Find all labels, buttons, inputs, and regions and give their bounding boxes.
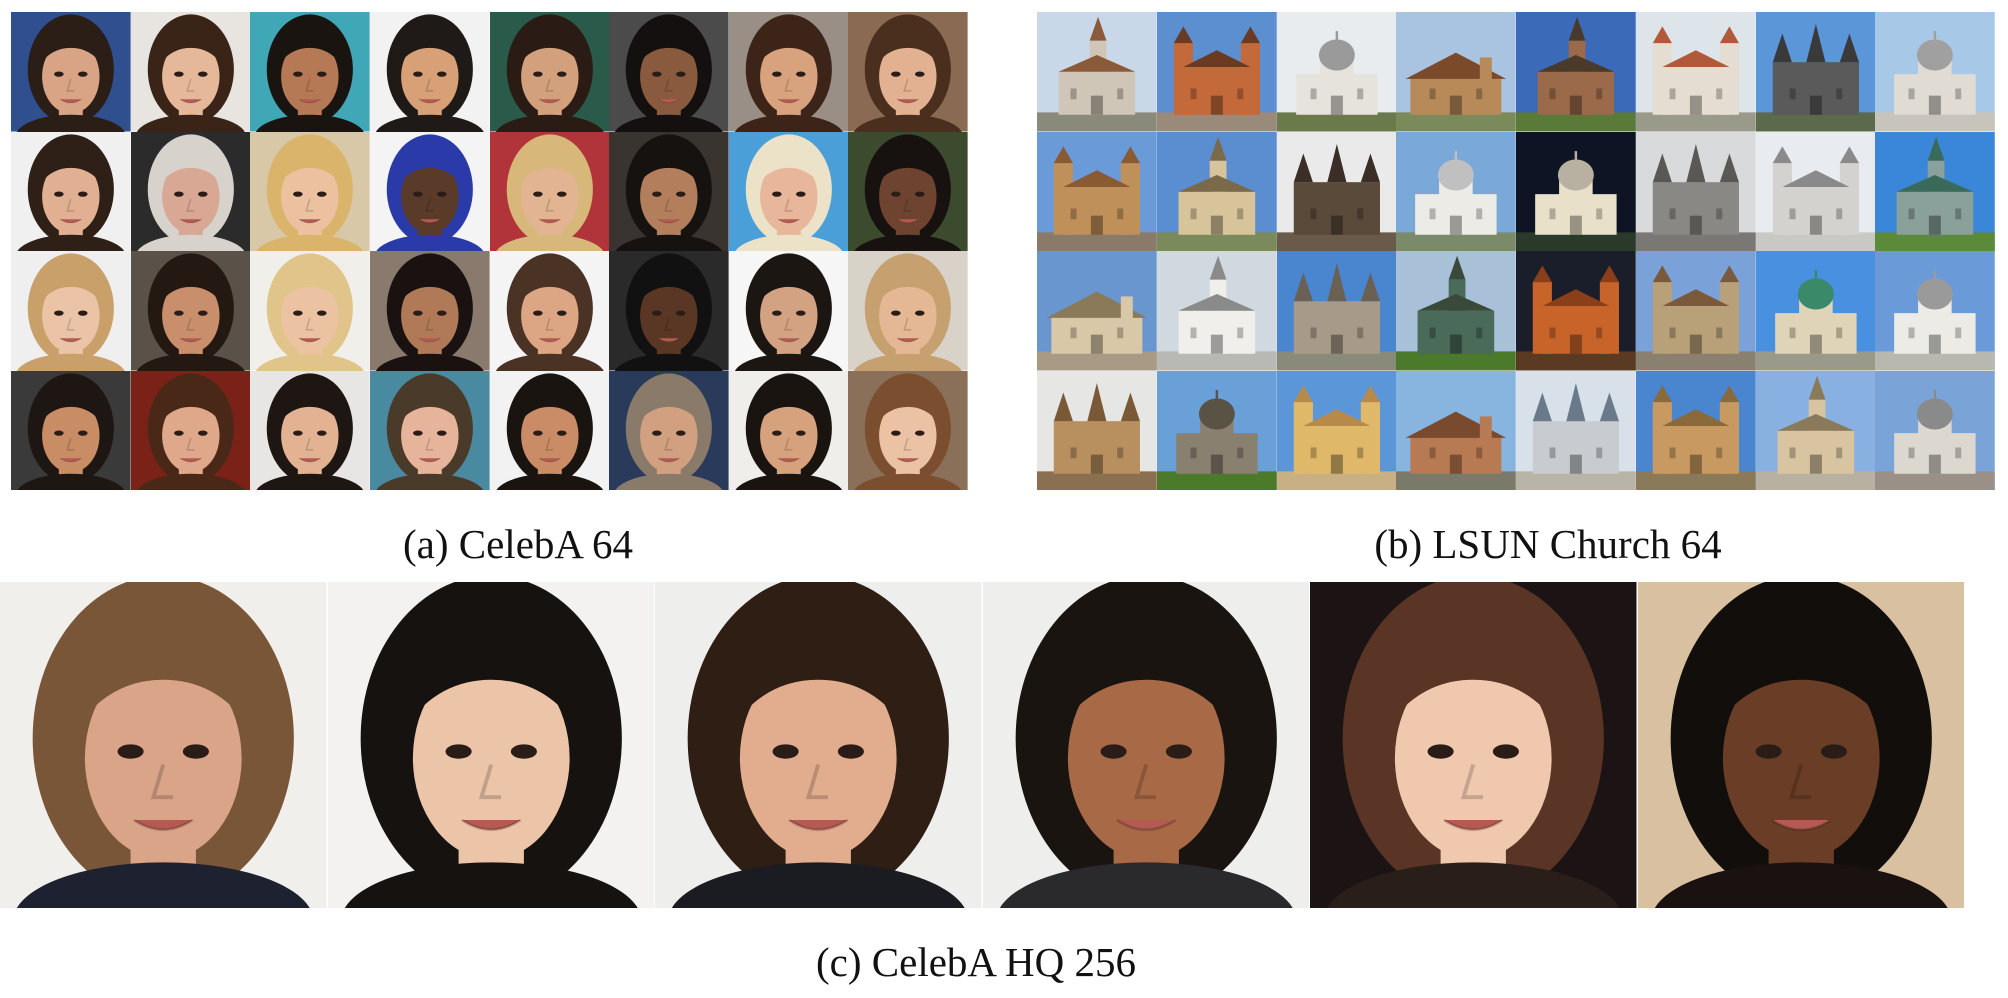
caption-lsun-church-64: (b) LSUN Church 64 — [1374, 521, 1722, 567]
face-sample — [369, 370, 490, 490]
church-sample — [1276, 251, 1397, 371]
church-sample — [1396, 370, 1516, 490]
caption-celeba-64: (a) CelebA 64 — [403, 521, 633, 567]
church-sample — [1396, 251, 1516, 371]
hq-face-sample — [327, 582, 654, 908]
church-sample — [1276, 12, 1397, 132]
face-sample — [609, 251, 729, 371]
church-sample — [1875, 12, 1995, 132]
face-sample — [848, 12, 968, 132]
church-sample — [1635, 251, 1756, 371]
church-sample — [1276, 131, 1397, 251]
church-sample — [1755, 12, 1876, 132]
face-sample — [609, 370, 729, 490]
face-sample — [11, 131, 131, 251]
church-sample — [1755, 251, 1876, 371]
hq-face-sample — [655, 582, 982, 908]
church-sample — [1156, 131, 1277, 251]
face-sample — [130, 12, 251, 132]
face-sample — [848, 131, 968, 251]
church-sample — [1396, 131, 1516, 251]
church-sample — [1635, 131, 1756, 251]
church-sample — [1635, 12, 1756, 132]
face-sample — [489, 12, 610, 132]
celeba-64-sample-grid — [11, 12, 968, 490]
face-sample — [130, 370, 251, 490]
church-sample — [1037, 370, 1157, 490]
face-sample — [250, 370, 370, 490]
church-sample — [1635, 370, 1756, 490]
face-sample — [369, 251, 490, 371]
face-sample — [11, 370, 131, 490]
church-sample — [1037, 131, 1157, 251]
face-sample — [848, 370, 968, 490]
hq-face-sample — [1310, 582, 1637, 908]
hq-face-sample — [982, 582, 1309, 908]
church-sample — [1516, 370, 1636, 490]
church-sample — [1037, 12, 1157, 132]
church-sample — [1037, 251, 1157, 371]
face-sample — [728, 12, 849, 132]
face-sample — [11, 251, 131, 371]
face-sample — [11, 12, 131, 132]
celeba-hq-256-sample-row — [0, 582, 1964, 908]
church-sample — [1516, 131, 1636, 251]
face-sample — [489, 370, 610, 490]
face-sample — [369, 131, 490, 251]
face-sample — [250, 251, 370, 371]
face-sample — [130, 251, 251, 371]
face-sample — [848, 251, 968, 371]
face-sample — [728, 131, 849, 251]
face-sample — [728, 251, 849, 371]
church-sample — [1396, 12, 1516, 132]
church-sample — [1276, 370, 1397, 490]
face-sample — [130, 131, 251, 251]
hq-face-sample — [1637, 582, 1964, 908]
church-sample — [1875, 251, 1995, 371]
face-sample — [250, 131, 370, 251]
face-sample — [250, 12, 370, 132]
church-sample — [1156, 370, 1277, 490]
face-sample — [489, 131, 610, 251]
church-sample — [1755, 131, 1876, 251]
face-sample — [609, 12, 729, 132]
lsun-church-64-sample-grid — [1037, 12, 1995, 490]
face-sample — [489, 251, 610, 371]
church-sample — [1516, 251, 1636, 371]
church-sample — [1875, 370, 1995, 490]
church-sample — [1755, 370, 1876, 490]
face-sample — [609, 131, 729, 251]
caption-celeba-hq-256: (c) CelebA HQ 256 — [816, 939, 1136, 985]
church-sample — [1875, 131, 1995, 251]
face-sample — [728, 370, 849, 490]
face-sample — [369, 12, 490, 132]
church-sample — [1516, 12, 1636, 132]
church-sample — [1156, 12, 1277, 132]
hq-face-sample — [0, 582, 327, 908]
church-sample — [1156, 251, 1277, 371]
